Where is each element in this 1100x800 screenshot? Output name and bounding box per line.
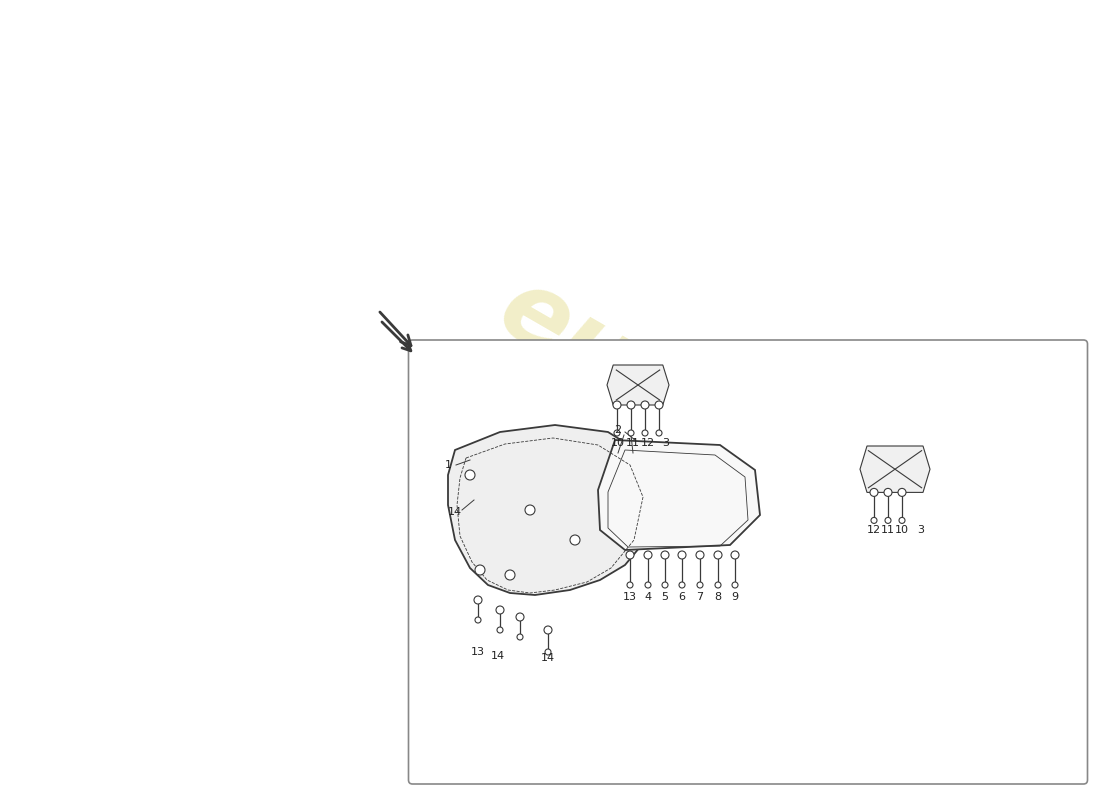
- Circle shape: [732, 551, 739, 559]
- Circle shape: [496, 606, 504, 614]
- Text: 9: 9: [732, 592, 738, 602]
- Circle shape: [645, 582, 651, 588]
- FancyBboxPatch shape: [408, 340, 1088, 784]
- Circle shape: [474, 596, 482, 604]
- Circle shape: [626, 551, 634, 559]
- Circle shape: [654, 401, 663, 409]
- Text: 13: 13: [623, 592, 637, 602]
- Text: 11: 11: [626, 438, 640, 448]
- Text: 14: 14: [541, 653, 556, 663]
- Circle shape: [732, 582, 738, 588]
- Circle shape: [544, 626, 552, 634]
- Polygon shape: [598, 440, 760, 550]
- Text: 13: 13: [471, 647, 485, 657]
- Text: 12: 12: [641, 438, 656, 448]
- Circle shape: [696, 551, 704, 559]
- Text: 4: 4: [645, 592, 651, 602]
- Circle shape: [899, 518, 905, 523]
- Text: 7: 7: [696, 592, 704, 602]
- Polygon shape: [607, 365, 669, 405]
- Polygon shape: [860, 446, 930, 492]
- Circle shape: [678, 551, 686, 559]
- Circle shape: [656, 430, 662, 436]
- Text: 14: 14: [491, 651, 505, 661]
- Circle shape: [517, 634, 522, 640]
- Circle shape: [662, 582, 668, 588]
- Text: 8: 8: [714, 592, 722, 602]
- Circle shape: [697, 582, 703, 588]
- Circle shape: [475, 565, 485, 575]
- Circle shape: [516, 613, 524, 621]
- Text: 1: 1: [444, 460, 451, 470]
- Text: a passion for parts since 1985: a passion for parts since 1985: [641, 508, 1019, 742]
- Circle shape: [715, 582, 720, 588]
- Circle shape: [497, 627, 503, 633]
- Text: 2: 2: [615, 425, 622, 435]
- Text: 10: 10: [610, 438, 625, 448]
- Text: 10: 10: [895, 526, 909, 535]
- Circle shape: [870, 488, 878, 496]
- Circle shape: [898, 488, 906, 496]
- Circle shape: [465, 470, 475, 480]
- Text: 3: 3: [917, 526, 924, 535]
- Circle shape: [613, 401, 621, 409]
- Circle shape: [679, 582, 685, 588]
- Text: 5: 5: [661, 592, 669, 602]
- Circle shape: [627, 401, 635, 409]
- Circle shape: [628, 430, 634, 436]
- Circle shape: [642, 430, 648, 436]
- Circle shape: [525, 505, 535, 515]
- Text: 12: 12: [867, 526, 881, 535]
- Circle shape: [871, 518, 877, 523]
- Text: eurospares: eurospares: [482, 260, 1078, 660]
- Circle shape: [544, 649, 551, 655]
- Circle shape: [475, 617, 481, 623]
- Text: 11: 11: [881, 526, 895, 535]
- Circle shape: [505, 570, 515, 580]
- Circle shape: [886, 518, 891, 523]
- Circle shape: [714, 551, 722, 559]
- Circle shape: [627, 582, 632, 588]
- Text: 6: 6: [679, 592, 685, 602]
- Polygon shape: [448, 425, 660, 595]
- Circle shape: [661, 551, 669, 559]
- Circle shape: [884, 488, 892, 496]
- Circle shape: [570, 535, 580, 545]
- Text: 14: 14: [448, 507, 462, 517]
- Circle shape: [641, 401, 649, 409]
- Circle shape: [614, 430, 620, 436]
- Text: 3: 3: [662, 438, 670, 448]
- Circle shape: [644, 551, 652, 559]
